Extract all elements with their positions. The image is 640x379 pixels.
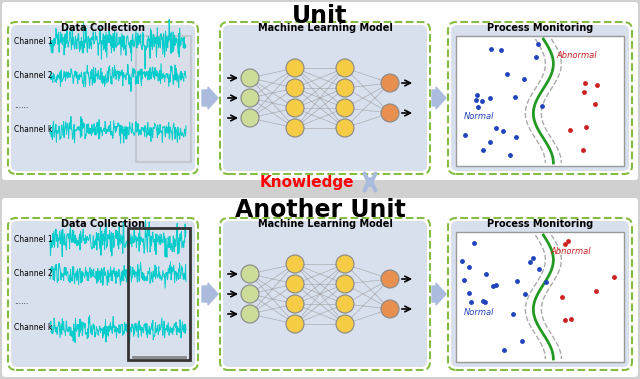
- Circle shape: [241, 69, 259, 87]
- Circle shape: [336, 315, 354, 333]
- Text: Data Collection: Data Collection: [61, 23, 145, 33]
- Circle shape: [286, 79, 304, 97]
- Circle shape: [381, 74, 399, 92]
- Circle shape: [241, 89, 259, 107]
- FancyArrow shape: [202, 283, 218, 305]
- Circle shape: [286, 275, 304, 293]
- Text: Channel 1: Channel 1: [14, 235, 52, 244]
- Text: Knowledge: Knowledge: [260, 174, 355, 190]
- Text: Machine Learning Model: Machine Learning Model: [257, 23, 392, 33]
- Circle shape: [381, 270, 399, 288]
- Circle shape: [241, 285, 259, 303]
- Circle shape: [241, 265, 259, 283]
- Text: Normal: Normal: [464, 112, 495, 121]
- FancyBboxPatch shape: [456, 232, 624, 362]
- Circle shape: [286, 99, 304, 117]
- Circle shape: [381, 104, 399, 122]
- Text: Channel 1: Channel 1: [14, 38, 52, 47]
- Text: Abnormal: Abnormal: [557, 52, 597, 61]
- FancyArrow shape: [202, 87, 218, 109]
- FancyBboxPatch shape: [2, 2, 638, 180]
- Text: Channel k: Channel k: [14, 125, 52, 135]
- Text: Abnormal: Abnormal: [550, 247, 591, 257]
- Text: Data Collection: Data Collection: [61, 219, 145, 229]
- FancyBboxPatch shape: [11, 221, 195, 367]
- FancyArrow shape: [432, 283, 446, 305]
- FancyBboxPatch shape: [451, 25, 629, 171]
- FancyBboxPatch shape: [451, 221, 629, 367]
- Circle shape: [336, 119, 354, 137]
- Text: Unit: Unit: [292, 4, 348, 28]
- FancyArrow shape: [432, 87, 446, 109]
- Circle shape: [286, 119, 304, 137]
- FancyBboxPatch shape: [11, 25, 195, 171]
- Circle shape: [336, 79, 354, 97]
- Circle shape: [336, 59, 354, 77]
- Circle shape: [381, 300, 399, 318]
- Circle shape: [336, 255, 354, 273]
- Text: ......: ......: [14, 298, 28, 307]
- Circle shape: [286, 255, 304, 273]
- Text: Process Monitoring: Process Monitoring: [487, 23, 593, 33]
- FancyBboxPatch shape: [223, 25, 427, 171]
- Text: Normal: Normal: [464, 308, 495, 317]
- Circle shape: [241, 305, 259, 323]
- Text: Channel 2: Channel 2: [14, 72, 52, 80]
- Circle shape: [336, 99, 354, 117]
- Text: Another Unit: Another Unit: [235, 198, 405, 222]
- Text: Channel 2: Channel 2: [14, 269, 52, 279]
- FancyBboxPatch shape: [223, 221, 427, 367]
- Circle shape: [286, 315, 304, 333]
- Circle shape: [286, 295, 304, 313]
- Circle shape: [286, 59, 304, 77]
- FancyBboxPatch shape: [456, 36, 624, 166]
- FancyBboxPatch shape: [2, 198, 638, 377]
- Text: Machine Learning Model: Machine Learning Model: [257, 219, 392, 229]
- Circle shape: [336, 295, 354, 313]
- FancyBboxPatch shape: [136, 36, 191, 162]
- Text: ......: ......: [14, 100, 28, 110]
- Text: Process Monitoring: Process Monitoring: [487, 219, 593, 229]
- Text: Channel k: Channel k: [14, 324, 52, 332]
- Circle shape: [336, 275, 354, 293]
- Circle shape: [241, 109, 259, 127]
